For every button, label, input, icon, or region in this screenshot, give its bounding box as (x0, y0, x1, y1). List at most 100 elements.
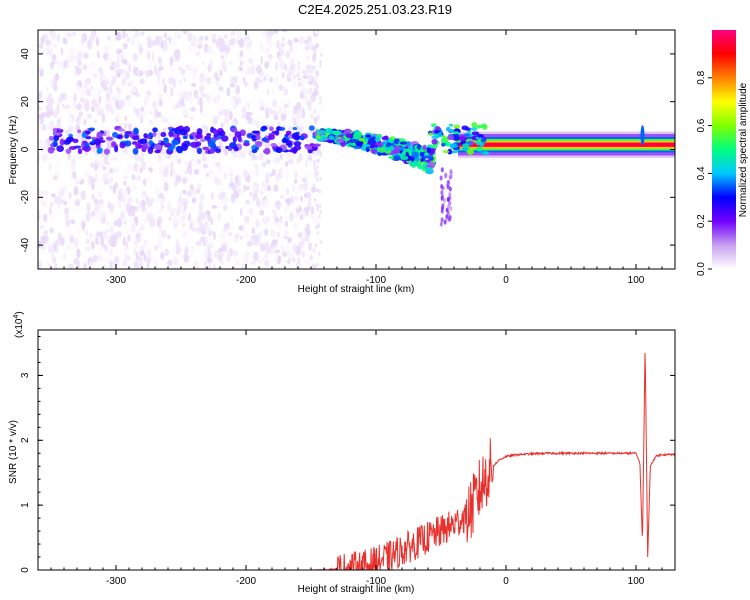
noise-speck (206, 159, 213, 170)
noise-speck (285, 151, 291, 160)
band-blob (148, 140, 154, 146)
band-blob (212, 136, 220, 140)
x-tick-label: -200 (236, 275, 256, 286)
noise-speck (302, 74, 309, 80)
noise-speck (272, 99, 277, 108)
noise-speck (65, 218, 70, 228)
colorbar-tick-label: 0.8 (696, 70, 707, 84)
trace-blob (447, 204, 451, 210)
noise-speck (47, 83, 52, 92)
noise-speck (97, 190, 103, 198)
noise-speck (195, 50, 201, 58)
noise-speck (92, 98, 97, 108)
noise-speck (253, 119, 257, 127)
noise-speck (173, 247, 177, 254)
trace-blob (399, 141, 408, 145)
noise-speck (102, 79, 108, 87)
noise-speck (96, 109, 103, 116)
noise-speck (262, 198, 269, 208)
noise-speck (246, 42, 250, 50)
noise-speck (171, 207, 178, 216)
trace-blob (439, 175, 443, 181)
noise-speck (316, 188, 319, 193)
trace-blob (411, 151, 419, 158)
noise-speck (68, 263, 74, 269)
band-blob (124, 131, 132, 135)
noise-speck (157, 92, 163, 102)
noise-speck (148, 110, 153, 115)
noise-speck (110, 107, 115, 115)
noise-speck (294, 178, 298, 184)
trace-blob (401, 151, 407, 156)
band-blob (268, 134, 275, 140)
noise-speck (230, 76, 236, 84)
noise-speck (185, 233, 189, 242)
noise-speck (263, 216, 268, 222)
band-blob (292, 147, 298, 154)
noise-speck (253, 80, 259, 90)
noise-speck (315, 203, 320, 209)
noise-speck (54, 161, 60, 171)
noise-speck (310, 205, 315, 215)
noise-speck (140, 31, 145, 36)
noise-speck (157, 216, 163, 224)
noise-speck (308, 75, 312, 82)
noise-speck (112, 234, 116, 244)
noise-speck (106, 230, 111, 240)
noise-speck (107, 102, 112, 112)
noise-speck (222, 98, 225, 109)
band-blob (182, 135, 188, 140)
noise-speck (191, 227, 197, 233)
noise-speck (316, 230, 319, 235)
noise-speck (73, 237, 79, 248)
noise-speck (267, 36, 270, 46)
y-tick-label: 1 (20, 502, 31, 508)
carrier-blob (437, 132, 443, 138)
noise-speck (83, 119, 87, 126)
trace-blob (393, 138, 400, 145)
noise-speck (193, 169, 200, 175)
noise-speck (84, 102, 90, 112)
band-blob (112, 131, 118, 138)
colorbar-label: Normalized spectral amplitude (738, 82, 749, 217)
noise-speck (304, 259, 310, 265)
noise-speck (238, 225, 244, 231)
noise-speck (187, 32, 193, 42)
band-blob (215, 148, 222, 154)
noise-speck (205, 76, 212, 85)
noise-speck (82, 64, 88, 71)
noise-speck (243, 215, 250, 224)
noise-speck (197, 96, 201, 105)
noise-speck (264, 249, 269, 259)
noise-speck (46, 57, 52, 64)
noise-speck (229, 215, 234, 224)
noise-speck (146, 175, 152, 184)
noise-speck (235, 174, 239, 184)
noise-speck (288, 153, 294, 158)
band-blob (196, 128, 203, 135)
noise-speck (74, 198, 81, 207)
noise-speck (242, 76, 246, 84)
noise-speck (241, 151, 246, 159)
noise-speck (282, 186, 285, 197)
noise-speck (73, 124, 77, 133)
band-blob (97, 147, 103, 153)
spectrogram-plot-area (38, 30, 675, 269)
noise-speck (85, 229, 89, 236)
noise-speck (121, 197, 127, 203)
noise-speck (287, 39, 293, 46)
noise-speck (70, 219, 76, 225)
noise-speck (258, 152, 264, 161)
noise-speck (276, 204, 280, 210)
noise-speck (314, 87, 317, 92)
noise-speck (317, 30, 320, 33)
band-blob (69, 146, 77, 150)
noise-speck (76, 228, 81, 236)
noise-speck (139, 249, 145, 257)
noise-speck (298, 122, 304, 128)
band-blob (281, 138, 288, 144)
trace-blob (322, 136, 328, 141)
noise-speck (314, 243, 318, 248)
noise-speck (147, 59, 152, 68)
noise-speck (196, 215, 203, 224)
